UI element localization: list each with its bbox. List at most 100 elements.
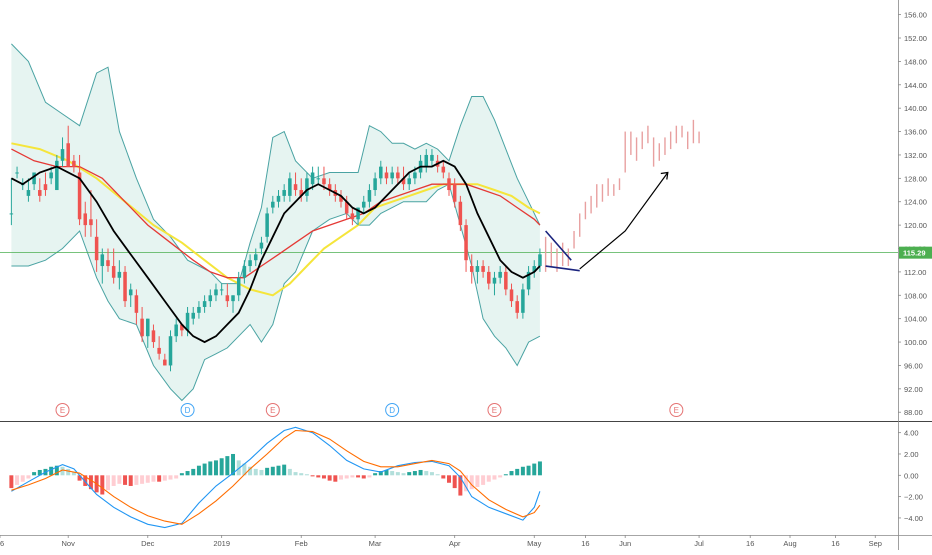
price-axis-label: 144.00 (904, 81, 927, 90)
candle-body (368, 190, 372, 202)
candle-body (442, 167, 446, 173)
candle-body (271, 202, 275, 208)
macd-histogram-bar (487, 475, 491, 481)
candle-body (61, 149, 65, 161)
x-axis-label: 16 (581, 539, 589, 548)
event-marker: E (266, 404, 279, 417)
macd-histogram-bar (21, 475, 25, 481)
candle-body (453, 184, 457, 202)
macd-histogram-bar (419, 470, 423, 475)
macd-histogram-bar (254, 469, 258, 475)
candle-body (203, 301, 207, 307)
macd-histogram-bar (481, 475, 485, 485)
candle-body (379, 167, 383, 179)
candle-body (237, 278, 241, 296)
event-marker: E (488, 404, 501, 417)
macd-histogram-bar (492, 475, 496, 479)
x-axis-label: Dec (141, 539, 155, 548)
event-marker-label: E (492, 406, 497, 415)
candle (169, 330, 173, 371)
candle-body (191, 313, 195, 319)
candle-body (101, 254, 105, 266)
macd-histogram-bar (214, 460, 218, 475)
price-axis-label: 152.00 (904, 34, 927, 43)
candle-body (186, 313, 190, 331)
candle-body (510, 289, 514, 301)
price-axis-label: 132.00 (904, 151, 927, 160)
candle-body (112, 266, 116, 278)
candle-body (288, 178, 292, 196)
candle-body (129, 289, 133, 295)
macd-histogram-bar (66, 469, 70, 475)
macd-histogram-bar (174, 475, 178, 478)
macd-histogram-bar (538, 461, 542, 475)
event-marker-label: E (60, 406, 65, 415)
x-axis-label: May (527, 539, 541, 548)
current-price-label: 115.29 (903, 249, 926, 258)
macd-histogram-bar (470, 475, 474, 489)
macd-histogram-bar (157, 475, 161, 481)
price-axis-label: 120.00 (904, 221, 927, 230)
candle-body (481, 266, 485, 272)
candle-body (351, 213, 355, 219)
candle-body (89, 219, 93, 225)
triangle-lower-trendline (546, 266, 580, 271)
event-marker: D (386, 404, 399, 417)
macd-histogram-bar (413, 471, 417, 475)
macd-histogram-bar (151, 475, 155, 481)
candle-body (83, 213, 87, 225)
macd-histogram-bar (367, 475, 371, 477)
macd-axis-label: −2.00 (904, 493, 923, 502)
macd-histogram-bar (163, 475, 167, 480)
candle-body (169, 336, 173, 365)
candle-body (515, 301, 519, 313)
candle-body (260, 243, 264, 249)
candle-body (470, 266, 474, 272)
macd-histogram-bar (430, 472, 434, 475)
candle-body (498, 272, 502, 278)
macd-histogram-bar (504, 474, 508, 475)
candle-body (487, 272, 491, 284)
candle-body (294, 184, 298, 190)
macd-histogram-bar (49, 467, 53, 476)
event-marker: D (181, 404, 194, 417)
price-axis-label: 88.00 (904, 408, 923, 417)
event-marker-label: D (389, 406, 395, 415)
x-axis-label: Jun (619, 539, 631, 548)
price-axis-label: 92.00 (904, 385, 923, 394)
macd-axis-label: −4.00 (904, 514, 923, 523)
candle-body (407, 178, 411, 184)
candle-body (10, 213, 14, 214)
macd-histogram-bar (282, 465, 286, 476)
x-axis-label: Aug (783, 539, 796, 548)
candle-body (15, 172, 19, 173)
price-axis-label: 108.00 (904, 291, 927, 300)
candle-body (66, 143, 70, 166)
candle-body (95, 237, 99, 260)
candle-body (152, 330, 156, 342)
candle-body (220, 289, 224, 290)
macd-histogram-bar (311, 475, 315, 476)
candle-body (447, 178, 451, 190)
macd-histogram-bar (333, 475, 337, 481)
macd-histogram-bar (356, 475, 360, 477)
candle-body (44, 184, 48, 190)
macd-histogram-bar (407, 472, 411, 475)
event-marker: E (56, 404, 69, 417)
price-axis-label: 104.00 (904, 315, 927, 324)
candle-body (521, 289, 525, 312)
macd-histogram-bar (106, 475, 110, 490)
macd-histogram-bar (100, 475, 104, 494)
candle-body (425, 155, 429, 167)
candle-body (226, 295, 230, 301)
price-axis-label: 140.00 (904, 104, 927, 113)
candle-body (390, 172, 394, 178)
candle-body (265, 213, 269, 236)
macd-histogram-bar (191, 469, 195, 475)
candle-body (385, 172, 389, 178)
candle-body (504, 272, 508, 290)
macd-histogram-bar (328, 475, 332, 480)
candle-body (476, 266, 480, 272)
macd-histogram-bar (277, 466, 281, 476)
macd-histogram-bar (9, 475, 13, 488)
